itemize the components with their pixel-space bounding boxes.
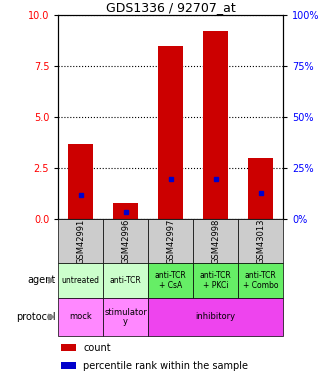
Bar [193, 219, 238, 262]
Bar [203, 32, 228, 219]
Text: agent: agent [28, 275, 56, 285]
Text: stimulator
y: stimulator y [104, 308, 147, 326]
Bar [103, 219, 148, 262]
Text: GSM42996: GSM42996 [121, 218, 130, 264]
Text: inhibitory: inhibitory [195, 312, 236, 321]
Bar [193, 262, 238, 298]
Text: anti-TCR
+ Combo: anti-TCR + Combo [243, 271, 278, 290]
Bar [148, 219, 193, 262]
Text: GSM42991: GSM42991 [76, 218, 85, 264]
Text: anti-TCR
+ CsA: anti-TCR + CsA [155, 271, 186, 290]
Text: anti-TCR
+ PKCi: anti-TCR + PKCi [200, 271, 231, 290]
Text: protocol: protocol [16, 312, 56, 322]
Text: mock: mock [69, 312, 92, 321]
Bar [148, 262, 193, 298]
Bar [238, 262, 283, 298]
Bar [58, 262, 103, 298]
Bar [248, 158, 273, 219]
Bar [238, 219, 283, 262]
Text: anti-TCR: anti-TCR [110, 276, 142, 285]
Bar [58, 219, 103, 262]
Bar [148, 298, 283, 336]
Bar [68, 144, 93, 219]
Text: GSM42998: GSM42998 [211, 218, 220, 264]
Bar [103, 262, 148, 298]
Bar [103, 298, 148, 336]
Text: count: count [83, 343, 111, 353]
Title: GDS1336 / 92707_at: GDS1336 / 92707_at [106, 1, 235, 14]
Text: GSM42997: GSM42997 [166, 218, 175, 264]
Bar [61, 344, 76, 351]
Bar [61, 362, 76, 369]
Bar [58, 298, 103, 336]
Text: GSM43013: GSM43013 [256, 218, 265, 264]
Text: untreated: untreated [62, 276, 100, 285]
Text: percentile rank within the sample: percentile rank within the sample [83, 361, 248, 371]
Bar [113, 203, 138, 219]
Bar [158, 46, 183, 219]
